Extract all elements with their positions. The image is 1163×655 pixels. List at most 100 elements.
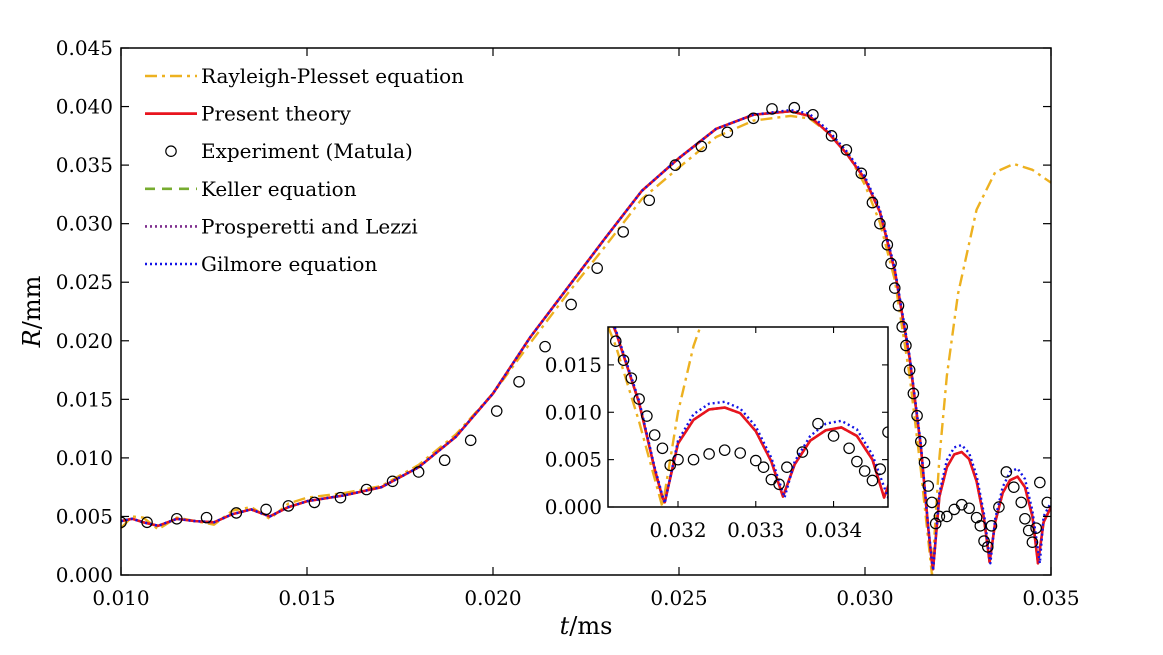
inset-data-point [641, 410, 653, 422]
y-tick-label: 0.000 [56, 563, 113, 587]
data-point [929, 517, 942, 530]
data-point [1015, 496, 1028, 509]
data-point [464, 434, 477, 447]
inset-data-point [812, 417, 824, 430]
data-point [933, 510, 946, 523]
data-point [260, 503, 272, 516]
data-point [955, 498, 968, 511]
y-tick-label: 0.015 [56, 387, 113, 411]
data-point [282, 500, 295, 512]
data-point [334, 491, 347, 504]
inset-data-point [664, 459, 677, 472]
y-tick-label: 0.025 [56, 270, 113, 294]
inset-frame [607, 326, 889, 508]
y-axis-title: R/mm [18, 275, 46, 348]
data-point [855, 167, 868, 180]
data-point [669, 159, 682, 171]
data-point [892, 299, 905, 312]
plot-frame [120, 47, 1052, 576]
x-tick-label: 0.015 [278, 586, 335, 610]
inset-y-tick-label: 0.010 [545, 400, 602, 424]
data-point [1019, 512, 1031, 525]
y-tick-label: 0.030 [56, 212, 113, 236]
inset-data-point [851, 455, 863, 468]
legend-item-prosperetti-and-lezzi: Prosperetti and Lezzi [145, 214, 418, 238]
inset-series-group [608, 327, 888, 507]
data-point [918, 456, 931, 469]
data-point [438, 454, 451, 467]
data-point [171, 512, 183, 525]
data-point [974, 520, 987, 532]
legend-label: Experiment (Matula) [201, 139, 413, 163]
inset-data-point [609, 335, 622, 348]
inset-data-point [749, 454, 762, 467]
legend-item-gilmore-equation: Gilmore equation [145, 252, 377, 276]
data-point [825, 130, 838, 142]
data-point [308, 496, 321, 509]
inset-x-tick-label: 0.032 [649, 518, 706, 542]
data-point [788, 101, 801, 114]
inset-data-point [633, 393, 645, 405]
legend-marker [165, 145, 177, 157]
inset-data-point [843, 442, 855, 455]
data-point [141, 516, 153, 529]
inset-x-tick-label: 0.033 [727, 518, 784, 542]
y-tick-label: 0.010 [56, 446, 113, 470]
data-point [922, 480, 935, 492]
data-point [1026, 536, 1039, 549]
data-point [412, 466, 425, 478]
x-tick-label: 0.010 [92, 586, 149, 610]
inset-data-point [796, 446, 809, 458]
y-tick-label: 0.005 [56, 504, 113, 528]
data-point [1022, 524, 1035, 537]
data-point [874, 217, 886, 230]
data-point [747, 112, 760, 125]
legend-item-present-theory: Present theory [145, 102, 352, 126]
legend-label: Keller equation [201, 177, 357, 201]
legend-item-rayleigh-plesset-equation: Rayleigh-Plesset equation [145, 64, 464, 88]
inset-data-point [734, 447, 747, 459]
data-point [985, 520, 998, 532]
inset-x-tick-label: 0.034 [805, 518, 862, 542]
inset-y-tick-label: 0.005 [545, 448, 602, 472]
data-point [941, 510, 953, 523]
inset-data-point [874, 463, 887, 475]
inset-data-point [625, 372, 638, 384]
inset-data-point [648, 429, 661, 441]
data-point [360, 483, 373, 496]
x-tick-label: 0.020 [464, 586, 521, 610]
data-point [885, 257, 897, 270]
data-point [695, 140, 708, 153]
data-point [881, 238, 894, 251]
inset-data-point [617, 354, 630, 366]
data-point [591, 262, 603, 274]
data-point [1034, 476, 1046, 489]
legend-label: Present theory [201, 102, 352, 126]
series-line-gilmore-equation [121, 108, 1051, 572]
data-point [643, 194, 656, 207]
inset-y-tick-label: 0.000 [545, 495, 602, 519]
data-point [903, 364, 916, 376]
inset-plot: 0.032 0.033 0.034 0.000 0.005 0.010 0.015 [545, 326, 889, 542]
y-tick-label: 0.035 [56, 153, 113, 177]
legend-label: Gilmore equation [201, 252, 377, 276]
inset-data-point [781, 461, 793, 474]
inset-data-point [687, 453, 700, 466]
inset-y-tick-label: 0.015 [545, 353, 602, 377]
data-point [1041, 496, 1051, 509]
markers-experiment-matula [121, 101, 1051, 553]
inset-data-point [718, 444, 731, 456]
inset-data-point [757, 461, 770, 474]
inset-series-line-rayleigh-plesset-equation [608, 327, 702, 507]
data-point [900, 339, 912, 352]
data-point [230, 507, 243, 519]
data-point [721, 126, 734, 139]
data-point [386, 475, 399, 488]
inset-data-point [827, 430, 840, 442]
data-point [896, 320, 908, 333]
inset-data-point [703, 448, 715, 460]
inset-data-point [866, 474, 879, 487]
x-tick-label: 0.035 [1022, 586, 1079, 610]
legend-item-experiment-matula: Experiment (Matula) [165, 139, 413, 163]
x-tick-label: 0.025 [650, 586, 707, 610]
